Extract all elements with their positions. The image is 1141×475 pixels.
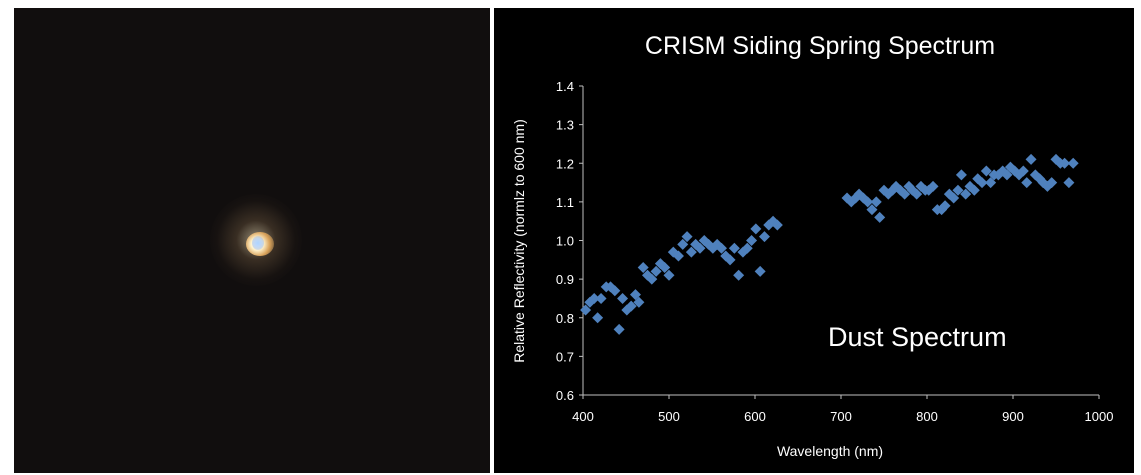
x-tick-label: 900 [1002,409,1024,424]
data-point [672,250,684,262]
x-tick-label: 800 [916,409,938,424]
data-point [866,204,878,216]
data-point [874,211,886,223]
data-point [694,242,706,254]
data-point [746,235,758,246]
y-axis-ticks: 0.6 0.7 0.8 0.9 1.0 1.1 1.2 1.3 1.4 [556,79,583,403]
y-tick-label: 1.3 [556,118,574,133]
data-point [1059,157,1071,169]
y-tick-label: 1.2 [556,156,574,171]
data-point [927,180,939,192]
data-point [715,242,727,254]
data-point [948,192,960,204]
data-point [899,188,911,200]
y-tick-label: 0.6 [556,388,574,403]
y-tick-label: 0.8 [556,311,574,326]
data-point [637,262,649,274]
data-point [595,292,607,304]
data-point [654,258,666,270]
data-point [862,196,874,208]
data-point [659,262,671,274]
data-point [685,246,697,258]
data-point [633,296,645,308]
x-axis-label: Wavelength (nm) [777,443,883,459]
y-tick-label: 0.7 [556,349,574,364]
data-point [1017,165,1029,177]
data-point [870,196,882,208]
spectrum-chart-panel: CRISM Siding Spring Spectrum 0.6 0.7 0.8 0.… [494,8,1134,473]
data-point [677,238,689,250]
data-point [939,200,951,212]
data-point [592,312,604,324]
data-point [911,188,923,200]
data-point [613,323,625,335]
data-point [625,300,637,312]
data-point [1067,157,1079,169]
data-point [724,254,736,266]
data-point [960,188,972,200]
y-axis-label: Relative Reflectivity (normlz to 600 nm) [511,119,527,363]
data-point [841,192,853,204]
data-point [1021,177,1033,189]
data-point [1001,169,1013,181]
comet-blue-highlight [252,236,264,250]
data-point [1063,177,1075,189]
data-point [952,184,964,196]
x-tick-label: 500 [658,409,680,424]
data-points [580,153,1079,335]
data-point [968,184,980,196]
spectrum-chart: CRISM Siding Spring Spectrum 0.60.70.80.… [511,32,1113,459]
data-point [711,238,723,250]
data-point [771,219,783,231]
data-point [890,180,902,192]
data-point [741,242,753,254]
x-tick-label: 600 [744,409,766,424]
data-point [580,304,592,316]
data-point [733,269,745,281]
data-point [698,235,710,246]
dust-spectrum-annotation: Dust Spectrum [828,322,1007,352]
chart-title: CRISM Siding Spring Spectrum [645,32,995,60]
data-point [650,265,662,277]
y-tick-label: 1.4 [556,79,574,94]
data-point [629,289,641,301]
data-point [588,292,600,304]
data-point [976,177,988,189]
x-axis-ticks: 400 500 600 700 800 900 1000 [572,395,1113,424]
data-point [663,269,675,281]
data-point [955,169,967,181]
y-tick-label: 1.0 [556,234,574,249]
data-point [584,296,596,308]
comet-photo [14,8,490,473]
data-point [754,265,766,277]
data-point [985,177,997,189]
data-point [609,285,621,297]
data-point [1046,177,1058,189]
y-tick-label: 0.9 [556,272,574,287]
data-point [728,242,740,254]
data-point [646,273,658,285]
y-tick-label: 1.1 [556,195,574,210]
data-point [617,292,629,304]
data-point [605,281,617,293]
data-point [737,246,749,258]
data-point [980,165,992,177]
data-point [690,238,702,250]
data-point [758,231,770,243]
data-point [681,231,693,243]
x-tick-label: 400 [572,409,594,424]
data-point [1025,153,1037,165]
x-tick-label: 1000 [1085,409,1114,424]
data-point [720,250,732,262]
data-point [750,223,762,235]
x-tick-label: 700 [830,409,852,424]
